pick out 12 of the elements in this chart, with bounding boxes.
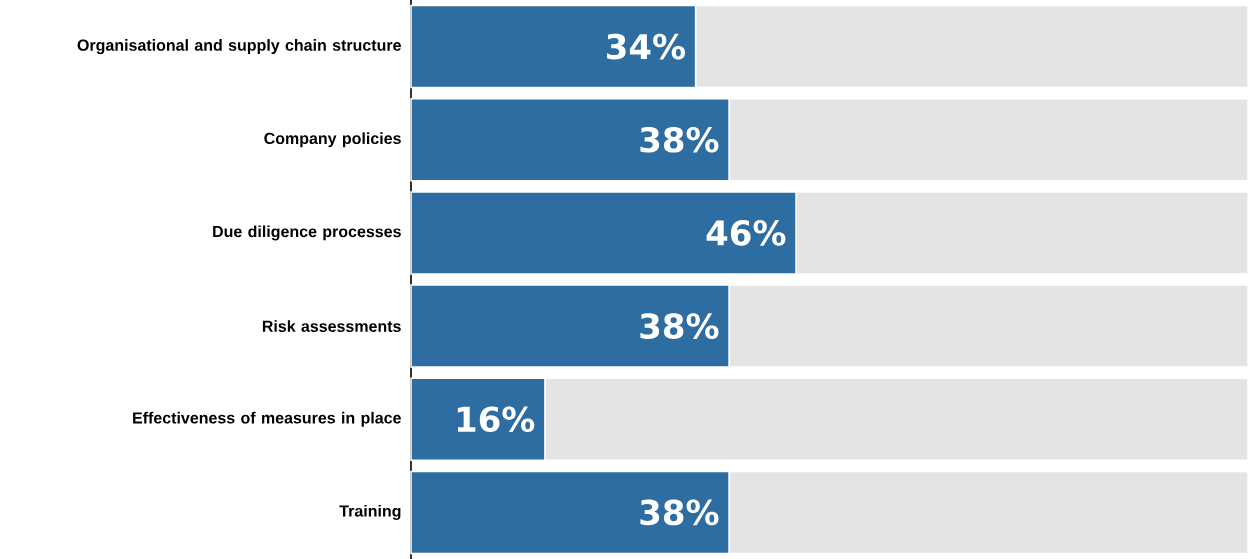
data-label: 38% [640, 126, 719, 153]
y-tick-label: Due diligence processes [213, 225, 401, 241]
data-label: 38% [640, 499, 719, 526]
data-label: 16% [457, 406, 535, 433]
data-label: 46% [706, 220, 786, 246]
y-tick-label: Effectiveness of measures in place [133, 411, 401, 427]
y-tick-label: Organisational and supply chain structure [77, 39, 401, 55]
y-tick-label: Risk assessments [262, 320, 401, 332]
y-tick-label: Company policies [264, 132, 401, 148]
y-tick-label: Training [339, 504, 401, 520]
data-label: 34% [606, 33, 685, 60]
data-label: 38% [640, 313, 719, 339]
